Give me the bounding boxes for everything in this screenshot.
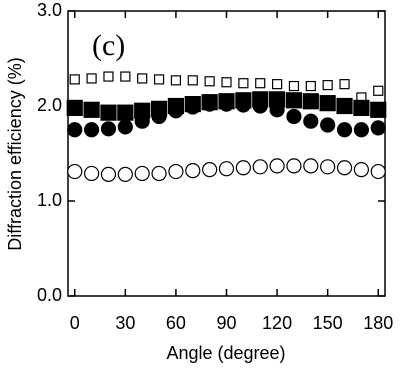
- marker: [353, 99, 370, 117]
- marker: [67, 163, 83, 180]
- marker: [117, 104, 134, 121]
- marker: [303, 158, 319, 174]
- marker: [269, 102, 285, 118]
- marker: [103, 71, 114, 82]
- x-tick-label: 90: [216, 313, 236, 333]
- marker: [286, 158, 302, 174]
- marker: [86, 73, 97, 84]
- marker: [204, 76, 215, 87]
- marker: [151, 165, 167, 182]
- marker: [100, 121, 117, 137]
- marker: [83, 101, 100, 118]
- panel-label: (c): [92, 29, 125, 62]
- x-tick-label: 150: [313, 313, 343, 333]
- marker: [320, 159, 336, 175]
- marker: [238, 78, 249, 89]
- marker: [370, 163, 386, 180]
- marker: [286, 108, 302, 125]
- marker: [66, 99, 83, 117]
- y-tick-label: 3.0: [37, 0, 62, 20]
- x-tick-label: 120: [262, 313, 292, 333]
- y-tick-label: 0.0: [37, 285, 62, 305]
- marker: [221, 77, 232, 88]
- marker: [134, 113, 150, 129]
- marker: [168, 163, 184, 180]
- marker: [202, 96, 218, 112]
- marker: [185, 163, 201, 179]
- marker: [302, 93, 319, 110]
- marker: [117, 119, 133, 135]
- y-axis-title: Diffraction efficiency (%): [5, 57, 25, 250]
- marker: [353, 122, 369, 138]
- x-tick-label: 60: [166, 313, 186, 333]
- marker: [168, 103, 184, 119]
- marker: [235, 97, 251, 113]
- marker: [255, 78, 266, 89]
- marker: [84, 122, 100, 138]
- marker: [100, 166, 117, 182]
- marker: [370, 101, 387, 118]
- marker: [69, 74, 80, 85]
- marker: [84, 165, 100, 182]
- marker: [137, 73, 148, 84]
- marker: [271, 79, 283, 90]
- x-axis-title: Angle (degree): [166, 343, 285, 363]
- marker: [336, 97, 353, 115]
- marker: [151, 108, 167, 125]
- marker: [218, 161, 235, 177]
- x-tick-label: 180: [363, 313, 393, 333]
- marker: [320, 117, 336, 133]
- marker: [319, 95, 336, 112]
- marker: [170, 75, 182, 86]
- marker: [134, 165, 150, 182]
- marker: [187, 75, 198, 86]
- marker: [202, 162, 218, 178]
- marker: [322, 79, 333, 91]
- x-tick-label: 0: [70, 313, 80, 333]
- marker: [67, 122, 83, 138]
- marker: [185, 99, 201, 115]
- marker: [336, 122, 353, 138]
- marker: [353, 162, 369, 178]
- x-tick-label: 30: [115, 313, 135, 333]
- marker: [336, 160, 353, 176]
- marker: [288, 80, 300, 92]
- marker: [373, 85, 384, 96]
- marker: [120, 71, 131, 82]
- marker: [285, 92, 303, 109]
- marker: [305, 80, 316, 92]
- marker: [218, 96, 235, 112]
- y-tick-label: 2.0: [37, 95, 62, 115]
- marker: [269, 158, 285, 174]
- marker: [153, 74, 165, 85]
- marker: [303, 113, 319, 129]
- marker: [370, 120, 386, 136]
- marker: [100, 104, 117, 121]
- marker: [339, 79, 350, 90]
- marker: [252, 159, 268, 175]
- y-tick-label: 1.0: [37, 190, 62, 210]
- marker: [117, 166, 133, 182]
- marker: [252, 98, 268, 114]
- marker: [235, 160, 251, 176]
